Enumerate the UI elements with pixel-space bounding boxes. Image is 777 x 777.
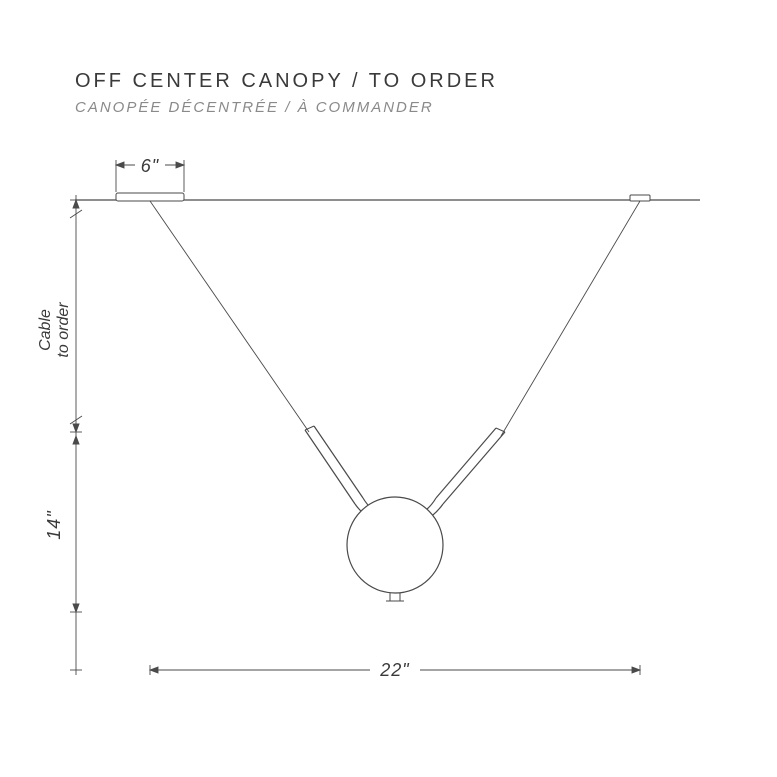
cable-right [501, 201, 640, 436]
dim-width-label: 22" [379, 660, 410, 680]
diagram-svg: 6" Cable to order 14" 22" [0, 0, 777, 777]
dim-vertical [70, 195, 82, 675]
dim-cable-label: Cable [37, 309, 54, 351]
dim-canopy-width-label: 6" [141, 156, 160, 176]
dim-height-label: 14" [44, 510, 64, 540]
dim-cable-label2: to order [55, 302, 72, 358]
globe [347, 497, 443, 593]
canopy-plate [116, 193, 184, 201]
right-mount [630, 195, 650, 201]
cable-left [150, 201, 309, 432]
